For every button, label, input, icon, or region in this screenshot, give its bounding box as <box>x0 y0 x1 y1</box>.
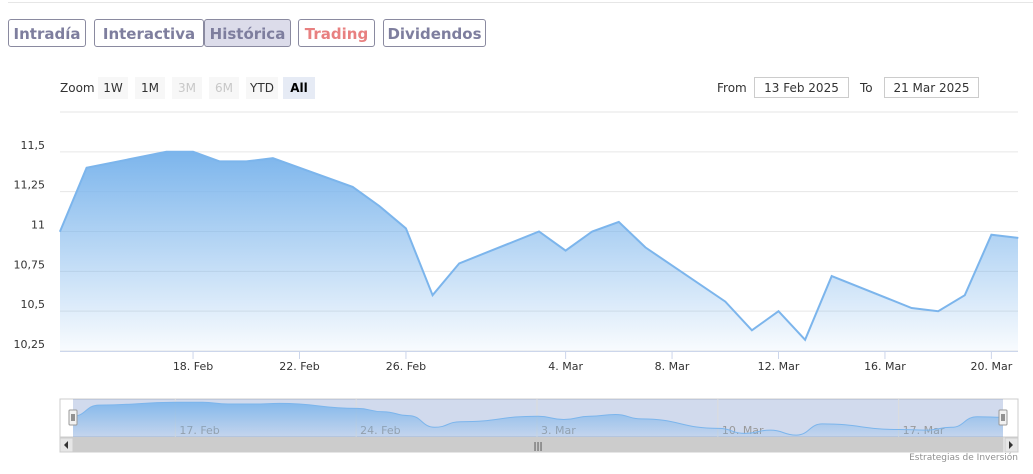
handle-body <box>68 409 78 426</box>
y-tick-label: 11,5 <box>21 139 46 152</box>
scrollbar-grip-icon: ||| <box>533 442 542 452</box>
zoom-1w-button[interactable]: 1W <box>98 77 128 99</box>
x-tick-label: 18. Feb <box>173 360 213 373</box>
x-tick-label: 4. Mar <box>548 360 583 373</box>
to-label: To <box>860 81 873 95</box>
tab-interactiva[interactable]: Interactiva <box>94 19 204 47</box>
data-point <box>804 339 806 341</box>
series-area <box>60 151 1018 351</box>
arrow-left-icon <box>64 441 68 449</box>
handle-body <box>998 409 1008 426</box>
data-point <box>219 160 221 162</box>
x-tick-label: 8. Mar <box>655 360 690 373</box>
from-label: From <box>717 81 747 95</box>
data-point <box>831 275 833 277</box>
zoom-1m-button[interactable]: 1M <box>135 77 165 99</box>
data-point <box>458 262 460 264</box>
data-point <box>405 227 407 229</box>
zoom-label: Zoom <box>60 81 95 95</box>
credit-text: Estrategias de Inversión <box>909 453 1018 463</box>
data-point <box>724 301 726 303</box>
data-point <box>431 294 434 296</box>
zoom-6m-button[interactable]: 6M <box>209 77 239 99</box>
x-tick-label: 26. Feb <box>386 360 426 373</box>
zoom-ytd-button[interactable]: YTD <box>246 77 278 99</box>
data-point <box>751 329 753 331</box>
tab-historica[interactable]: Histórica <box>204 19 291 47</box>
navigator-area <box>73 402 1003 437</box>
y-tick-label: 11 <box>31 219 45 232</box>
navigator-scrollbar[interactable]: ||| <box>59 437 1019 453</box>
data-point <box>86 167 88 169</box>
data-point <box>910 307 913 309</box>
x-tick-label: 12. Mar <box>758 360 800 373</box>
data-point <box>59 230 61 233</box>
data-point <box>990 234 992 236</box>
y-tick-label: 10,5 <box>21 298 46 311</box>
data-point <box>565 250 567 252</box>
navigator-handle-left[interactable] <box>68 409 78 426</box>
data-point <box>618 221 620 223</box>
tab-intradia[interactable]: Intradía <box>8 19 86 47</box>
tab-trading[interactable]: Trading <box>298 19 375 47</box>
from-date-input[interactable]: 13 Feb 2025 <box>754 77 849 98</box>
tab-dividendos[interactable]: Dividendos <box>383 19 486 47</box>
y-tick-label: 10,25 <box>14 338 46 351</box>
zoom-3m-button[interactable]: 3M <box>172 77 202 99</box>
data-point <box>591 230 593 233</box>
data-point <box>1017 237 1019 239</box>
navigator-line <box>72 401 1004 436</box>
top-divider <box>8 2 1033 3</box>
y-tick-label: 11,25 <box>14 179 46 192</box>
y-tick-label: 10,75 <box>14 258 46 271</box>
data-point <box>352 186 354 188</box>
data-point <box>538 230 540 233</box>
data-point <box>192 151 194 153</box>
x-tick-label: 22. Feb <box>279 360 319 373</box>
data-point <box>378 205 380 207</box>
x-tick-label: 20. Mar <box>971 360 1013 373</box>
x-tick-label: 16. Mar <box>864 360 906 373</box>
data-point <box>644 246 647 249</box>
data-point <box>245 160 247 162</box>
data-point <box>165 151 168 153</box>
zoom-all-button[interactable]: All <box>283 77 315 99</box>
data-point <box>777 310 780 312</box>
data-point <box>964 294 966 296</box>
navigator-handle-right[interactable] <box>998 409 1008 426</box>
data-point <box>272 157 274 159</box>
data-point <box>937 310 939 312</box>
to-date-input[interactable]: 21 Mar 2025 <box>884 77 979 98</box>
arrow-right-icon <box>1009 441 1013 449</box>
